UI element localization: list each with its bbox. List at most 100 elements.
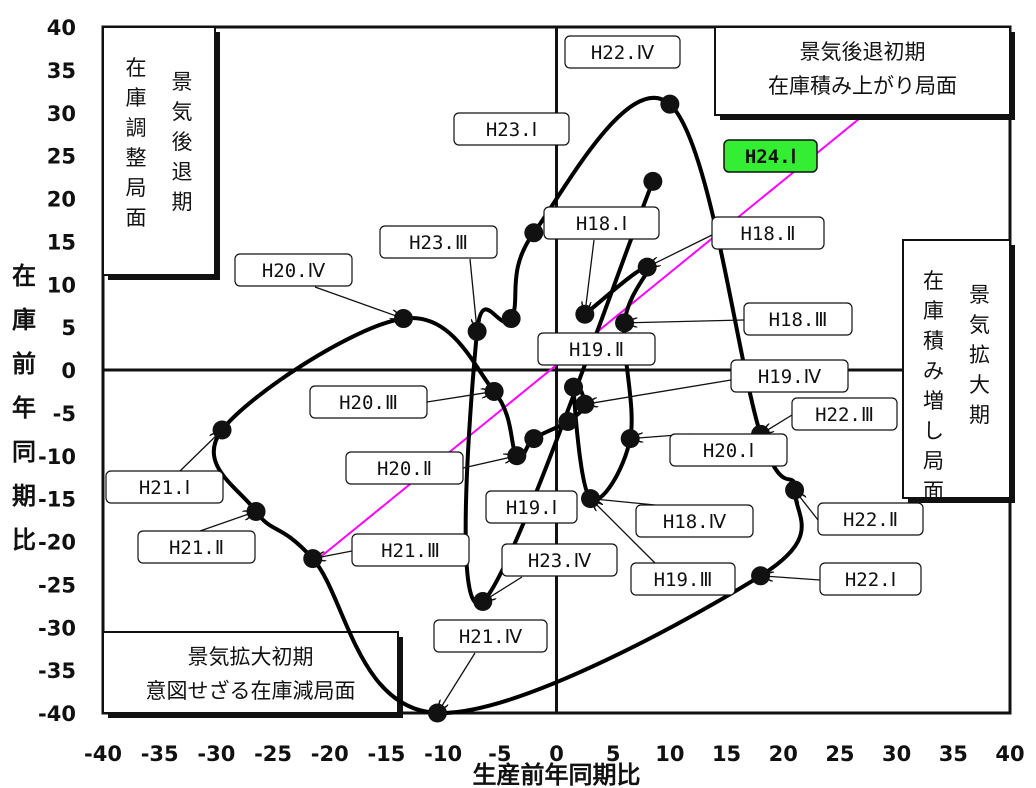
callout-arrow xyxy=(462,456,517,469)
data-point xyxy=(643,171,663,191)
phase-label-char: 景 xyxy=(172,70,193,94)
callout-label: H18.Ⅲ xyxy=(625,302,853,336)
phase-label-char: 拡 xyxy=(969,343,990,367)
callout-arrow xyxy=(426,391,494,403)
callout-text: H23.Ⅳ xyxy=(528,550,592,572)
y-tick-label: 35 xyxy=(47,59,76,83)
phase-label-char: 在 xyxy=(126,56,147,80)
callout-arrow xyxy=(761,414,793,434)
phase-label-char: 局 xyxy=(126,176,147,200)
callout-text: H22.Ⅳ xyxy=(591,42,655,64)
phase-label-char: 整 xyxy=(126,146,147,170)
x-tick-label: 20 xyxy=(769,742,798,766)
callout-arrow xyxy=(647,234,713,267)
x-tick-label: -15 xyxy=(367,742,405,766)
x-tick-label: -5 xyxy=(488,742,511,766)
y-tick-label: 40 xyxy=(47,16,76,40)
callout-label: H19.Ⅰ xyxy=(485,490,578,524)
y-tick-label: -20 xyxy=(38,531,76,555)
x-tick-label: 0 xyxy=(549,742,564,766)
callout-text: H18.Ⅱ xyxy=(740,223,795,245)
callout-label: H22.Ⅲ xyxy=(761,397,898,434)
x-tick-label: 30 xyxy=(882,742,911,766)
y-tick-label: -15 xyxy=(38,488,76,512)
y-tick-label: -30 xyxy=(38,616,76,640)
callout-label: H22.Ⅰ xyxy=(761,562,922,596)
callout-label: H20.Ⅳ xyxy=(234,253,403,319)
callout-text: H18.Ⅰ xyxy=(576,213,627,235)
callout-label: H23.Ⅳ xyxy=(483,543,618,602)
x-tick-label: -40 xyxy=(84,742,122,766)
callout-text: H20.Ⅳ xyxy=(262,260,326,282)
phase-label-char: 気 xyxy=(969,313,990,337)
y-tick-label: 5 xyxy=(61,316,76,340)
x-axis-title: 生産前年同期比 xyxy=(473,761,641,788)
callout-text: H21.Ⅰ xyxy=(139,477,190,499)
phase-label-char: 面 xyxy=(126,206,147,230)
phase-label-char: 在 xyxy=(923,269,944,293)
callout-text: H20.Ⅰ xyxy=(703,440,754,462)
callout-arrow xyxy=(591,499,656,564)
x-tick-label: -35 xyxy=(141,742,179,766)
callout-label: H18.Ⅳ xyxy=(591,499,754,538)
phase-label-char: 面 xyxy=(923,479,944,503)
y-tick-label: 25 xyxy=(47,145,76,169)
callout-label: H19.Ⅲ xyxy=(591,499,736,596)
y-tick-label: -25 xyxy=(38,573,76,597)
callout-text: H22.Ⅰ xyxy=(845,569,896,591)
phase-label-char: 庫 xyxy=(126,86,147,110)
phase-label: 意図せざる在庫減局面 xyxy=(146,679,356,703)
data-point xyxy=(524,429,544,449)
callout-text: H19.Ⅲ xyxy=(654,569,713,591)
callout-label: H21.Ⅲ xyxy=(313,533,470,567)
callout-arrow xyxy=(199,511,256,532)
y-tick-label: 15 xyxy=(47,230,76,254)
x-tick-label: 35 xyxy=(939,742,968,766)
y-tick-label: 30 xyxy=(47,102,76,126)
callout-text: H21.Ⅱ xyxy=(169,537,224,559)
callout-arrow xyxy=(469,258,477,331)
callout-text: H19.Ⅱ xyxy=(569,339,624,361)
phase-label: 景気後退初期 xyxy=(800,40,926,64)
phase-label-char: 気 xyxy=(172,100,193,124)
x-tick-label: 15 xyxy=(712,742,741,766)
y-tick-label: 20 xyxy=(47,188,76,212)
callout-label: H21.Ⅱ xyxy=(137,511,256,564)
phase-label-char: み xyxy=(923,359,944,383)
callout-arrow xyxy=(179,430,222,472)
callout-label: H24.Ⅰ xyxy=(723,139,818,173)
callout-label: H19.Ⅳ xyxy=(585,359,849,404)
phase-label-char: 期 xyxy=(969,403,990,427)
phase-label-char: 調 xyxy=(126,116,147,140)
callout-label: H23.Ⅲ xyxy=(379,225,498,331)
callout-text: H22.Ⅲ xyxy=(815,404,874,426)
callout-text: H18.Ⅳ xyxy=(663,511,727,533)
callout-label: H23.Ⅰ xyxy=(453,112,570,146)
phase-label-char: 退 xyxy=(172,160,193,184)
data-point xyxy=(660,94,680,114)
phase-label-char: 庫 xyxy=(923,299,944,323)
callout-arrow xyxy=(313,550,353,559)
callout-label: H22.Ⅱ xyxy=(795,490,924,536)
callout-text: H20.Ⅲ xyxy=(339,392,398,414)
callout-arrow xyxy=(625,320,745,323)
x-tick-label: 40 xyxy=(995,742,1024,766)
callout-label: H18.Ⅰ xyxy=(543,206,660,314)
callout-arrow xyxy=(314,286,403,319)
phase-label: 景気拡大初期 xyxy=(188,645,314,669)
data-point xyxy=(564,377,584,397)
callout-label: H19.Ⅱ xyxy=(537,332,656,366)
data-point xyxy=(558,411,578,431)
callout-arrow xyxy=(585,379,732,404)
callout-text: H19.Ⅰ xyxy=(506,497,557,519)
x-tick-label: -25 xyxy=(254,742,292,766)
x-tick-label: 5 xyxy=(606,742,621,766)
y-axis-title: 在庫前年同期比 xyxy=(12,262,36,554)
x-tick-label: -20 xyxy=(311,742,349,766)
data-point xyxy=(501,309,521,329)
callout-arrow xyxy=(761,576,821,580)
